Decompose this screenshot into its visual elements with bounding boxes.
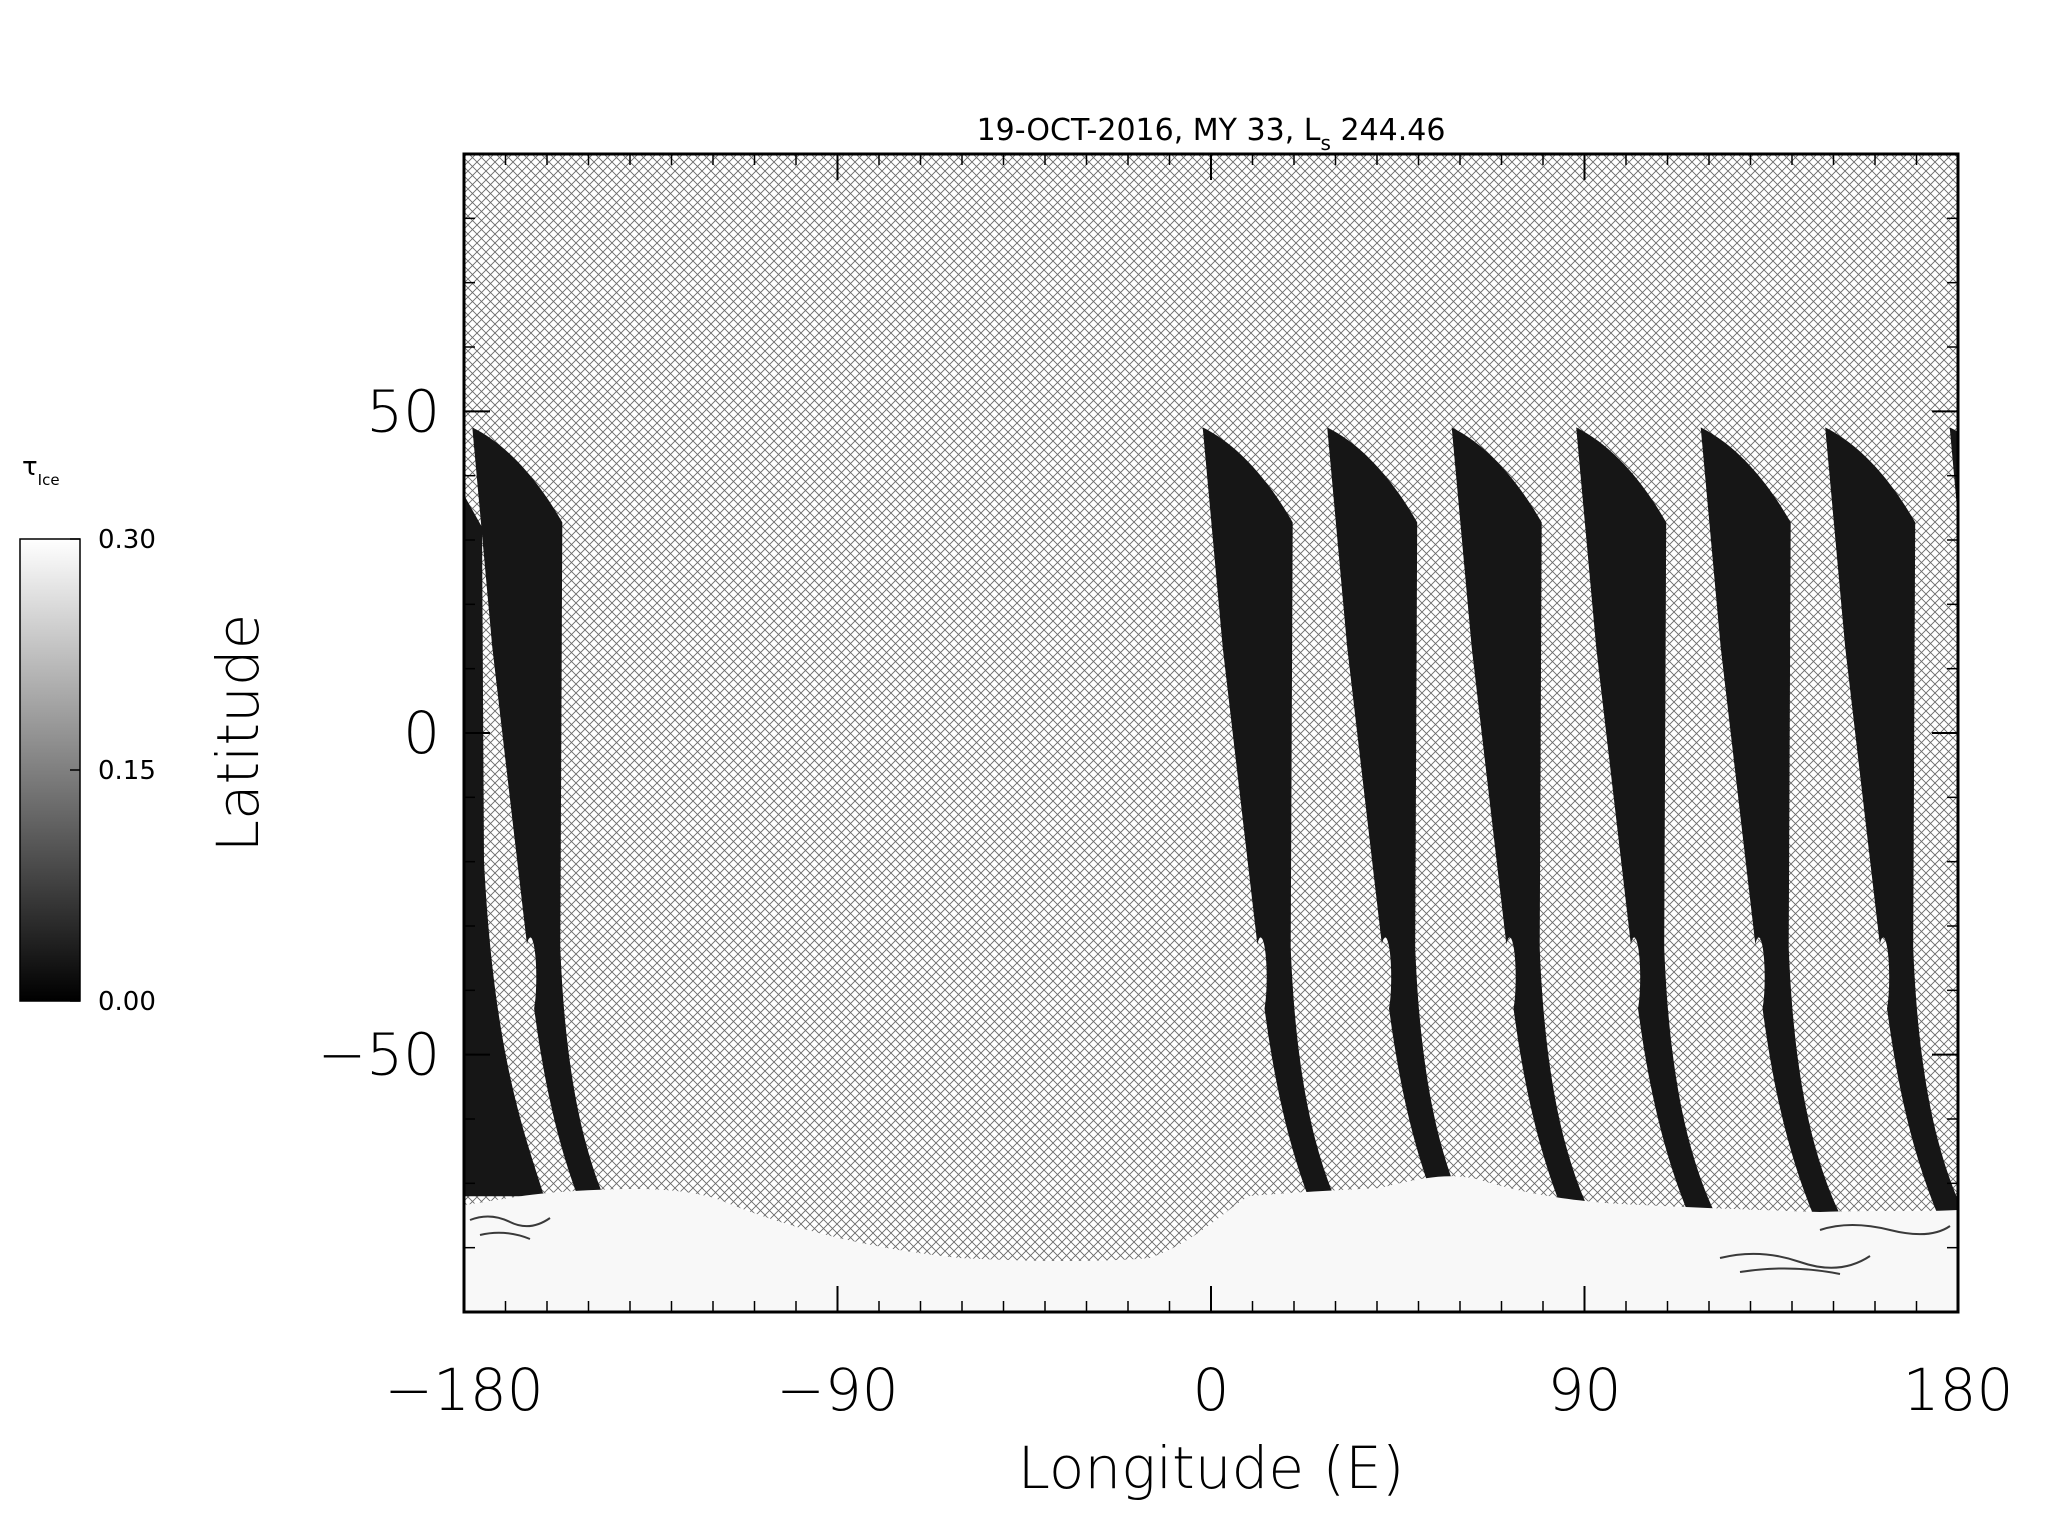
x-tick-label: 90 xyxy=(1548,1356,1622,1424)
no-data-region xyxy=(464,154,1958,1312)
swath-4-gap xyxy=(1503,937,1516,1018)
swath-3 xyxy=(1327,427,1518,1288)
x-axis: −180 −90 0 90 180 xyxy=(384,154,2013,1424)
swath-2 xyxy=(1202,427,1393,1288)
y-tick-label: 0 xyxy=(403,699,440,767)
swath-6 xyxy=(1700,427,1891,1288)
colorbar: τIce 0.30 0.15 0.00 xyxy=(19,452,156,1017)
polar-texture xyxy=(469,1215,1951,1275)
colorbar-tick-label: 0.30 xyxy=(98,525,156,555)
x-tick-label: 180 xyxy=(1903,1356,2014,1424)
swath-8-gap xyxy=(2002,937,2014,1017)
swath-7 xyxy=(1825,427,1958,1258)
chart-title: 19-OCT-2016, MY 33, Ls 244.46 xyxy=(977,113,1446,155)
y-tick-label: −50 xyxy=(318,1021,440,1089)
swath-8 xyxy=(1949,427,1958,519)
x-tick-label: 0 xyxy=(1193,1356,1230,1424)
swath-6-gap xyxy=(1752,937,1765,1018)
swath-5 xyxy=(1576,427,1767,1288)
x-axis-label: Longitude (E) xyxy=(1018,1434,1405,1502)
swath-4 xyxy=(1451,427,1642,1288)
colorbar-label: τIce xyxy=(22,452,60,489)
y-axis: 50 0 −50 xyxy=(318,377,1958,1089)
y-tick-label: 50 xyxy=(366,377,440,445)
swath-edge xyxy=(464,494,544,1197)
plot-area xyxy=(464,154,2014,1312)
swath-1-gap xyxy=(524,937,537,1018)
x-tick-label: −180 xyxy=(384,1356,543,1424)
swath-1 xyxy=(472,427,663,1288)
y-axis-label: Latitude xyxy=(204,614,272,853)
swath-2-gap xyxy=(1254,937,1267,1018)
swath-layer xyxy=(464,427,2014,1288)
colorbar-tick-label: 0.15 xyxy=(98,756,156,786)
x-tick-label: −90 xyxy=(776,1356,898,1424)
swath-7-gap xyxy=(1877,937,1890,1018)
swath-5-gap xyxy=(1628,937,1641,1018)
south-polar-region xyxy=(464,1176,1958,1312)
colorbar-tick-label: 0.00 xyxy=(98,987,156,1017)
colorbar-ticks: 0.30 0.15 0.00 xyxy=(70,525,156,1017)
swath-3-gap xyxy=(1379,937,1392,1018)
